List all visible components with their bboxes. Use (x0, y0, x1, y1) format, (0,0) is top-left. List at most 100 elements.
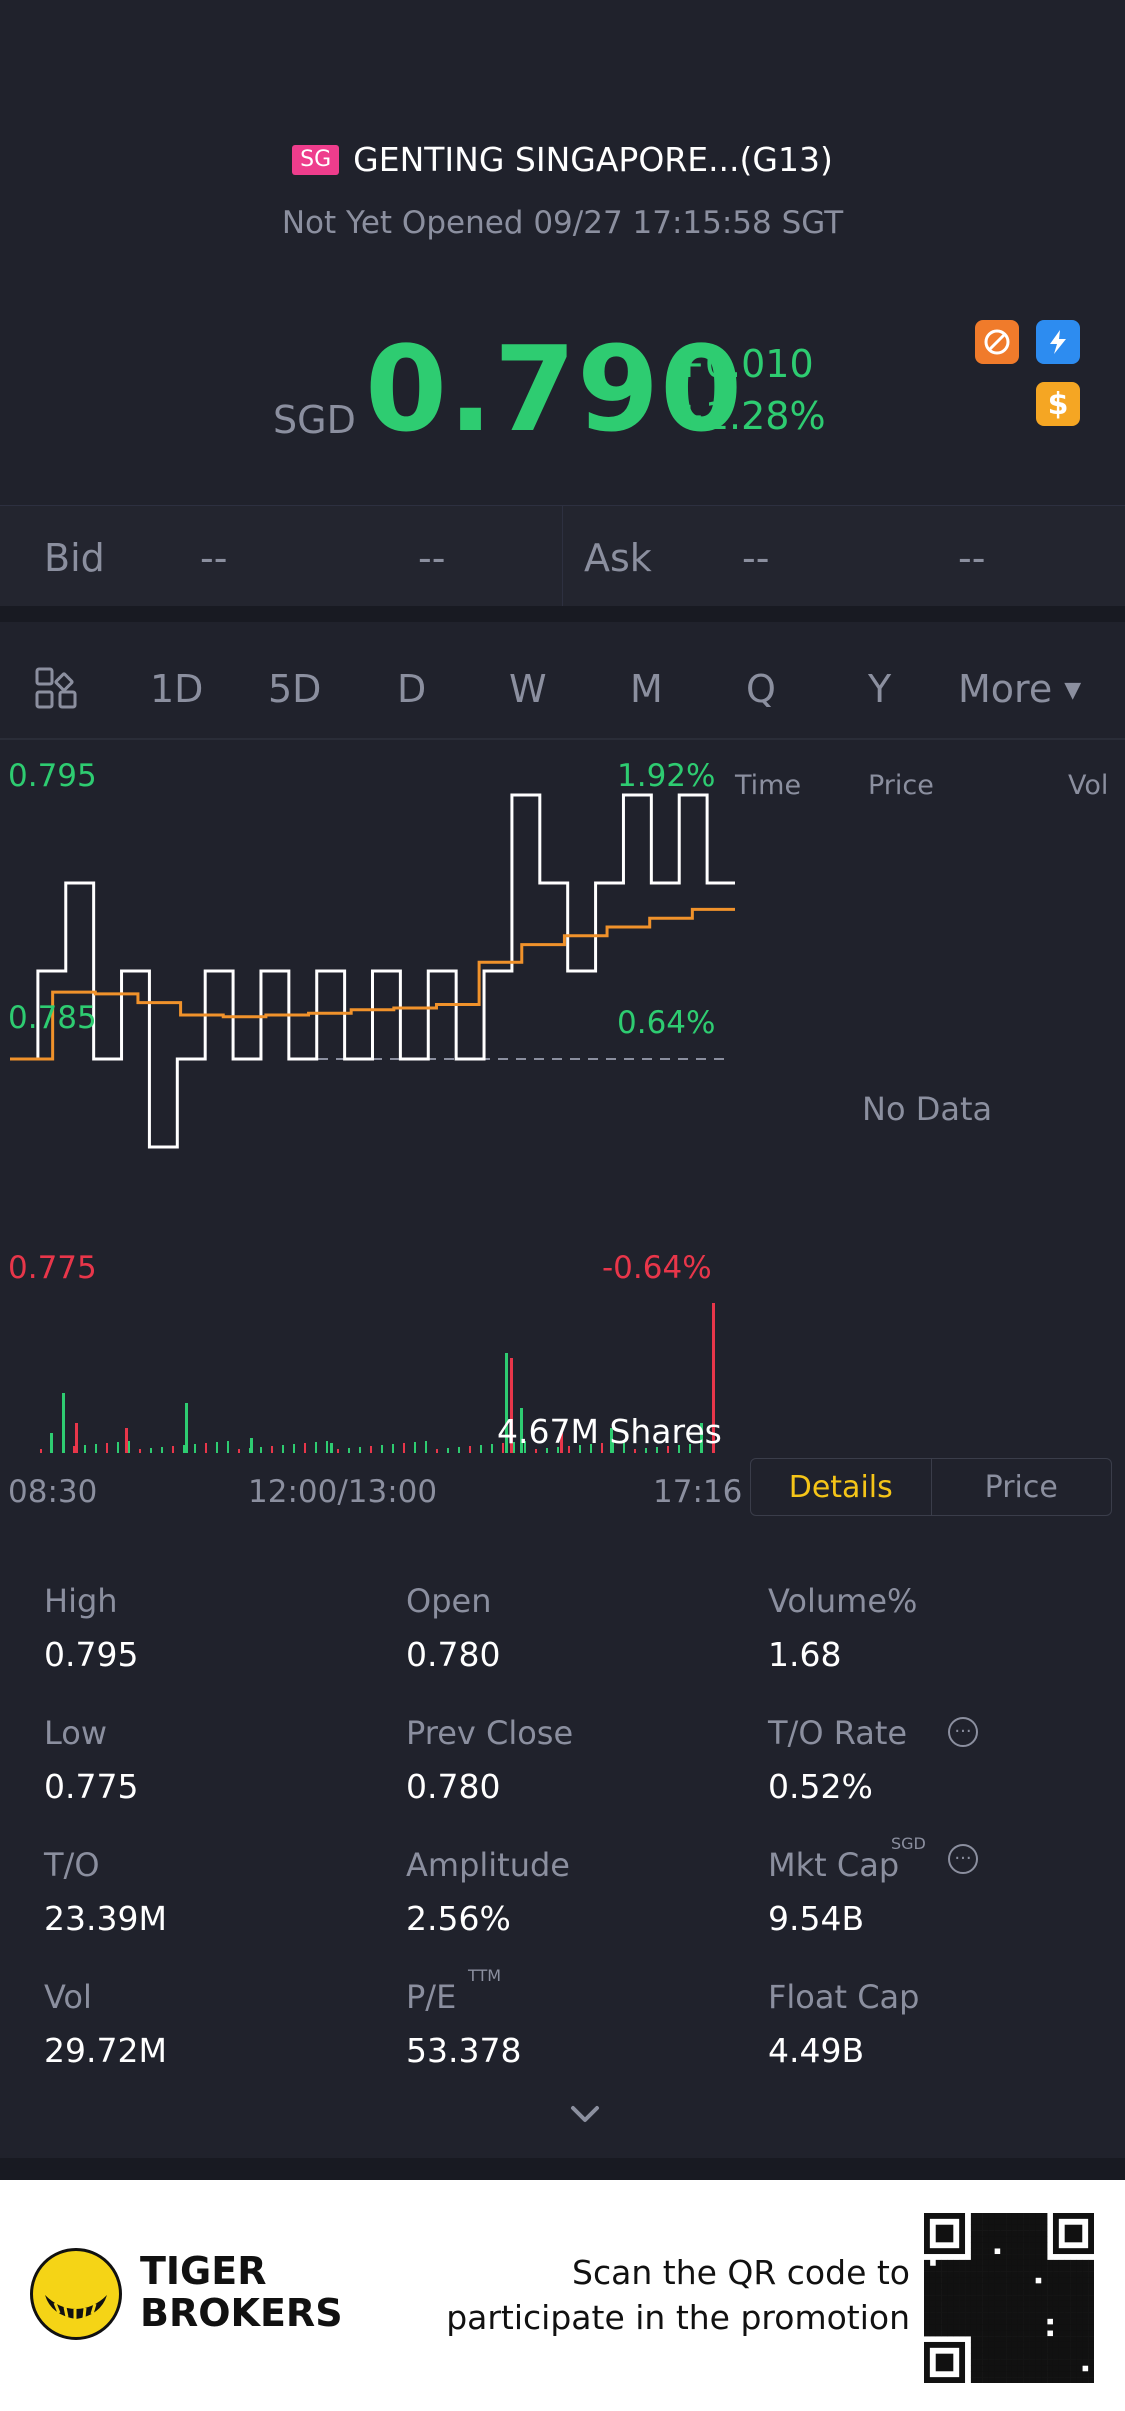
volume-bar (62, 1447, 64, 1453)
volume-bar (700, 1423, 703, 1453)
volume-bar (84, 1445, 86, 1453)
stat-label: P/E (406, 1978, 457, 2016)
volume-bar (348, 1448, 350, 1453)
stat-superscript: TTM (468, 1966, 502, 1985)
tab-m[interactable]: M (630, 667, 663, 711)
stat-value: 0.780 (406, 1767, 501, 1806)
tab-more[interactable]: More ▼ (958, 667, 1081, 711)
volume-bar (590, 1444, 592, 1453)
stat-label: Amplitude (406, 1846, 570, 1884)
tab-w[interactable]: W (509, 667, 547, 711)
chevron-down-icon[interactable] (565, 2095, 605, 2135)
volume-bar (491, 1444, 493, 1453)
volume-bar (425, 1441, 427, 1453)
dollar-icon[interactable]: $ (1036, 382, 1080, 426)
tab-q[interactable]: Q (746, 667, 776, 711)
tab-d[interactable]: D (397, 667, 427, 711)
volume-bar (194, 1444, 196, 1453)
volume-bar (40, 1449, 42, 1453)
info-icon[interactable]: ··· (948, 1717, 978, 1747)
stat-label: Vol (44, 1978, 92, 2016)
volume-bar (95, 1444, 97, 1453)
brand-line-2: BROKERS (140, 2291, 343, 2335)
column-vol: Vol (1068, 770, 1109, 801)
segment-price[interactable]: Price (984, 1469, 1058, 1505)
volume-bar (117, 1442, 119, 1453)
stat-value: 1.68 (768, 1635, 842, 1674)
volume-bar (128, 1441, 130, 1453)
tab-y[interactable]: Y (868, 667, 892, 711)
qr-code-icon[interactable] (924, 2213, 1094, 2383)
volume-bar (139, 1449, 141, 1453)
column-price: Price (868, 770, 934, 801)
volume-bar (330, 1443, 333, 1453)
volume-bar (125, 1428, 128, 1453)
stat-value: 9.54B (768, 1899, 865, 1938)
tab-5d[interactable]: 5D (268, 667, 322, 711)
layout-grid-icon[interactable] (34, 666, 78, 714)
stock-name: GENTING SINGAPORE...(G13) (353, 140, 833, 179)
volume-bar (480, 1445, 482, 1453)
x-tick-midday: 12:00/13:00 (248, 1474, 438, 1510)
volume-bar (436, 1449, 438, 1453)
volume-label: 4.67M Shares (497, 1412, 722, 1451)
bid-price: -- (200, 536, 228, 580)
brand-line-1: TIGER (140, 2249, 267, 2293)
pct-tick-low: -0.64% (602, 1250, 712, 1286)
volume-bar (392, 1444, 394, 1453)
stat-label: Mkt Cap (768, 1846, 900, 1884)
stat-value: 0.795 (44, 1635, 139, 1674)
section-divider (0, 606, 1125, 622)
currency-label: SGD (273, 398, 356, 442)
market-status: Not Yet Opened 09/27 17:15:58 SGT (281, 205, 844, 241)
no-short-icon[interactable] (975, 320, 1019, 364)
stat-value: 0.775 (44, 1767, 139, 1806)
volume-bar (623, 1441, 625, 1453)
stat-value: 23.39M (44, 1899, 167, 1938)
volume-bar (381, 1445, 383, 1453)
volume-bar (172, 1446, 174, 1453)
segment-details[interactable]: Details (751, 1459, 932, 1515)
volume-bar (282, 1445, 284, 1453)
flash-icon[interactable] (1036, 320, 1080, 364)
volume-bar (610, 1428, 613, 1453)
intraday-chart[interactable] (0, 745, 740, 1465)
x-tick-now: 17:16 (653, 1474, 743, 1510)
volume-bar (712, 1303, 715, 1453)
volume-bar (359, 1447, 361, 1453)
pct-tick-high: 1.92% (617, 758, 716, 794)
stat-value: 53.378 (406, 2031, 522, 2070)
volume-bar (216, 1442, 218, 1453)
x-tick-open: 08:30 (8, 1474, 98, 1510)
tiger-logo-icon (30, 2248, 122, 2340)
stats-grid: High 0.795 Open 0.780 Volume% 1.68 Low 0… (0, 1570, 1125, 2090)
promo-banner: TIGER BROKERS Scan the QR code to partic… (0, 2180, 1125, 2411)
bid-ask-divider (562, 506, 563, 606)
volume-bar (546, 1448, 548, 1453)
tab-1d[interactable]: 1D (150, 667, 204, 711)
volume-bar (260, 1447, 262, 1453)
volume-bar (469, 1446, 471, 1453)
change-value: +0.010 (673, 342, 814, 386)
info-icon[interactable]: ··· (948, 1844, 978, 1874)
volume-bar (502, 1443, 504, 1453)
volume-bar (513, 1442, 515, 1453)
stat-value: 29.72M (44, 2031, 167, 2070)
volume-bar (238, 1449, 240, 1453)
stat-label: Volume% (768, 1582, 918, 1620)
volume-bar (150, 1448, 152, 1453)
volume-bar (183, 1445, 185, 1453)
more-label: More (958, 667, 1053, 711)
y-tick-low: 0.775 (8, 1250, 97, 1286)
stat-value: 4.49B (768, 2031, 865, 2070)
volume-bar (601, 1443, 603, 1453)
volume-bar (304, 1443, 306, 1453)
volume-bar (62, 1393, 65, 1453)
stat-label: Open (406, 1582, 492, 1620)
promo-line-1: Scan the QR code to (572, 2253, 910, 2292)
volume-bar (568, 1446, 570, 1453)
volume-bar (75, 1423, 78, 1453)
no-data-text: No Data (862, 1090, 993, 1128)
change-percent: +1.28% (673, 394, 826, 438)
volume-bar (505, 1353, 508, 1453)
